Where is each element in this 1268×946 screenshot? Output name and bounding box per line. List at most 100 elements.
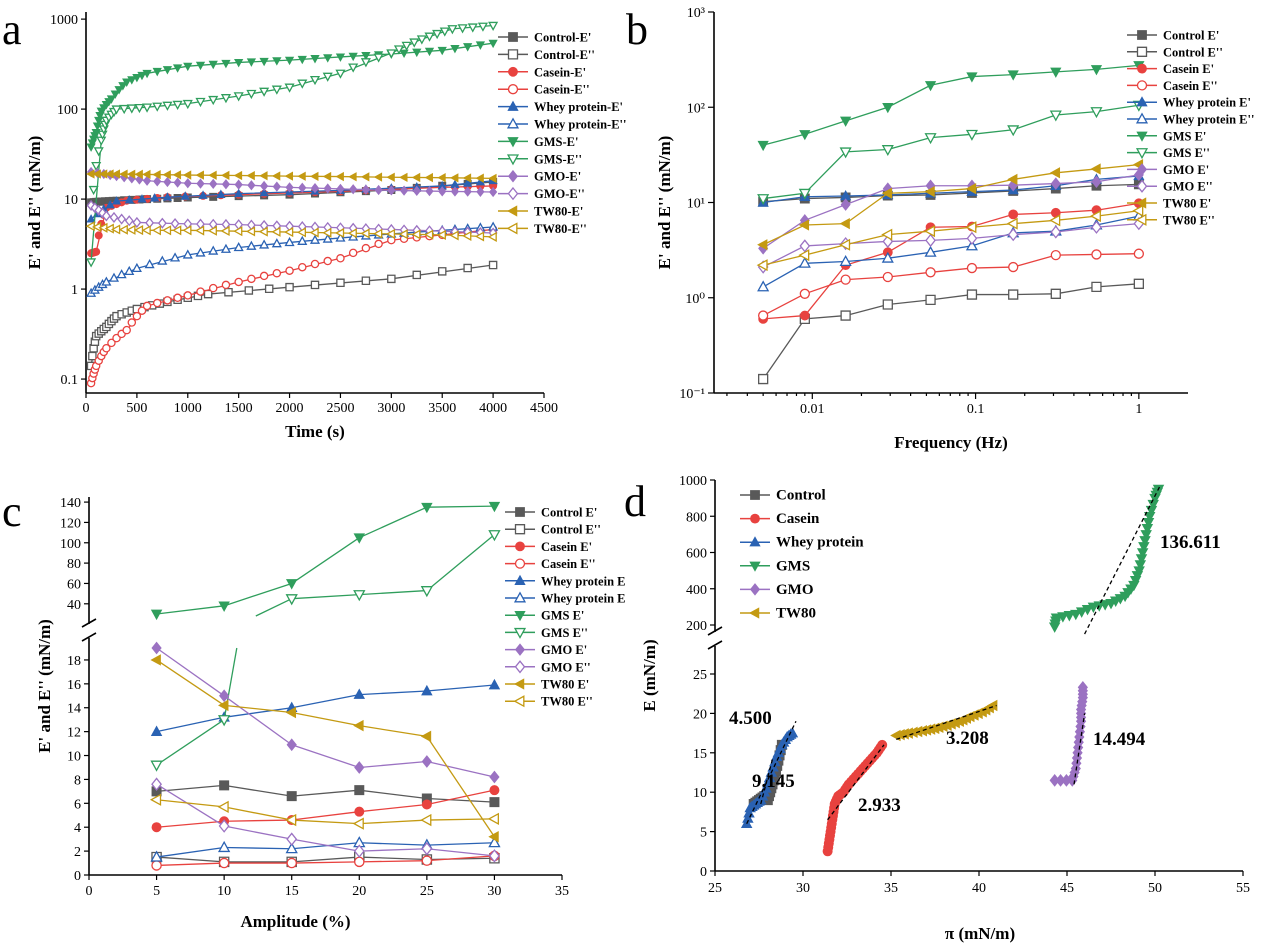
data-point — [1050, 250, 1061, 261]
legend-label: GMO E'' — [541, 660, 591, 674]
panel-a-legend-entry: Whey protein-E' — [498, 100, 623, 114]
panel-b-legend-entry: GMS E'' — [1127, 146, 1210, 160]
data-point — [195, 170, 204, 180]
x-tick-label: 2500 — [326, 401, 354, 416]
x-axis-label: π (mN/m) — [945, 924, 1015, 943]
data-point — [1008, 289, 1019, 300]
legend-marker — [507, 100, 519, 111]
x-tick-label: 1500 — [225, 401, 253, 416]
panel-a: a 0 500 1000 1500 2000 2500 3000 3500 4000 4500 0.1… — [2, 5, 626, 441]
legend-marker — [1136, 46, 1148, 57]
data-point — [137, 194, 147, 203]
data-point — [310, 182, 320, 194]
series-segment — [359, 789, 427, 800]
legend-label: Whey protein E — [541, 592, 626, 606]
data-point — [284, 227, 294, 238]
legend-label: TW80 E'' — [1163, 213, 1215, 227]
fit-line-gmo — [1073, 713, 1086, 785]
y-tick-label: 2 — [74, 845, 81, 860]
data-point — [151, 225, 161, 236]
data-point — [246, 89, 257, 100]
data-point — [488, 501, 501, 513]
y-tick-label: 60 — [67, 577, 81, 592]
panel-b-legend-entry: Casein E'' — [1127, 79, 1218, 93]
series-segment — [156, 719, 225, 766]
data-point — [101, 210, 111, 222]
data-point — [757, 140, 769, 152]
data-point — [437, 173, 446, 183]
data-point — [1050, 613, 1063, 624]
series-c-gmo-e-loss — [151, 777, 500, 863]
x-tick-label: 20 — [352, 884, 366, 899]
data-point — [348, 52, 358, 62]
data-point — [142, 69, 152, 79]
series-b-control-e-loss — [758, 278, 1144, 385]
series-d-casein — [822, 739, 888, 857]
panel-b-legend-entry: Whey protein E' — [1127, 96, 1251, 110]
data-point — [272, 268, 282, 278]
data-point — [463, 178, 473, 187]
legend-label: TW80 E'' — [541, 695, 593, 709]
data-point — [220, 94, 232, 104]
legend-label: GMO-E' — [534, 170, 581, 184]
data-point — [218, 819, 230, 833]
data-point — [839, 255, 852, 267]
legend-marker — [507, 84, 519, 95]
data-point — [360, 228, 370, 239]
data-point — [421, 502, 433, 514]
data-point — [285, 594, 298, 606]
legend-marker — [749, 561, 761, 572]
data-point — [285, 579, 298, 590]
data-point — [881, 251, 894, 263]
data-point — [489, 785, 500, 796]
legend-label: GMO — [776, 582, 814, 598]
panel-b-legend-entry: TW80 E' — [1127, 197, 1211, 211]
data-point — [271, 171, 281, 181]
series-c-casein-e-loss — [151, 850, 500, 871]
data-point — [127, 76, 137, 85]
y-axis-label: E' and E'' (mN/m) — [35, 619, 54, 753]
panel-b-legend-entry: GMO E' — [1127, 163, 1209, 177]
x-tick-label: 0 — [86, 884, 93, 899]
series-line — [762, 215, 1139, 288]
legend-label: Casein E'' — [1163, 79, 1218, 93]
data-point — [488, 678, 501, 690]
data-point — [757, 280, 770, 292]
series-segment — [291, 811, 360, 821]
series-c-whey-protein-e-loss — [150, 836, 501, 862]
legend-label: Control — [776, 488, 826, 504]
data-point — [111, 196, 122, 205]
y-tick-label: 100 — [60, 537, 81, 552]
legend-marker — [513, 695, 525, 708]
data-point — [477, 22, 488, 32]
data-point — [450, 186, 460, 197]
legend-marker — [515, 507, 525, 517]
data-point — [1050, 288, 1061, 299]
y-tick-label: 10⁻¹ — [679, 387, 705, 402]
x-tick-label: 50 — [1148, 881, 1162, 896]
y-tick-label: 120 — [60, 516, 81, 531]
data-point — [424, 172, 433, 183]
panel-label-a: a — [2, 5, 22, 54]
data-point — [150, 725, 163, 736]
data-point — [220, 170, 230, 181]
legend-marker — [506, 222, 518, 235]
data-point — [208, 283, 218, 293]
data-point — [180, 191, 190, 200]
data-point — [1007, 70, 1019, 81]
series-d-gms — [1048, 484, 1165, 633]
legend-label: Whey protein E' — [1163, 96, 1251, 110]
data-point — [488, 173, 497, 183]
panel-b-legend-entry: TW80 E'' — [1127, 213, 1215, 227]
data-point — [1091, 281, 1102, 293]
data-point — [150, 850, 163, 862]
data-point — [360, 172, 370, 182]
data-point — [127, 318, 137, 327]
data-point — [297, 171, 306, 181]
data-point — [360, 58, 371, 68]
series-segment — [426, 818, 495, 821]
data-point — [399, 49, 409, 58]
data-point — [463, 263, 472, 273]
data-point — [172, 100, 183, 110]
data-point — [172, 64, 183, 73]
